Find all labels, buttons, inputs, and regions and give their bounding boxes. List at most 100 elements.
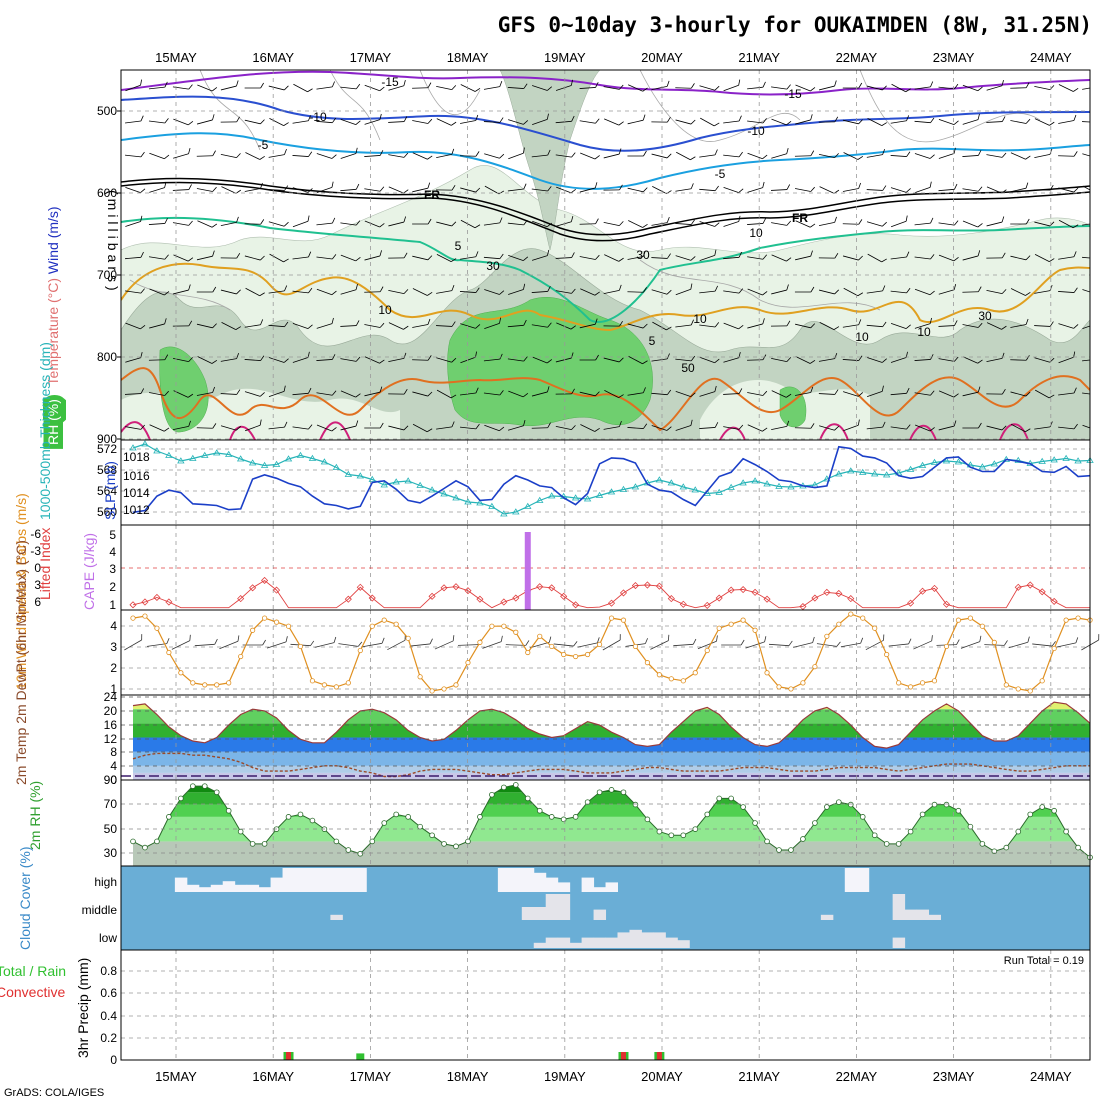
wind10m-barb: [1008, 636, 1030, 649]
thickness-marker: [500, 510, 508, 517]
lifted-index-marker: [907, 599, 915, 607]
wind-barb: [1010, 152, 1031, 160]
wind-barb: [316, 181, 334, 193]
wind-barb-shaft: [483, 392, 500, 396]
wind-barb-shaft: [986, 221, 1003, 227]
wind-barb-flag: [499, 290, 505, 295]
wind-barb-flag: [1073, 114, 1077, 121]
wind-barb-shaft: [938, 86, 955, 90]
p8-grid: [121, 950, 1090, 1060]
wind-barb: [627, 150, 647, 157]
wind-barb-flag: [379, 322, 385, 328]
wind-barb: [1058, 387, 1077, 396]
wind-speed-marker: [668, 676, 674, 682]
wind-barb: [1034, 321, 1054, 327]
wind10m-barb-shaft: [984, 644, 1005, 646]
wind-barb-shaft: [1010, 324, 1027, 328]
wind-barb-flag: [882, 85, 887, 91]
wind-barb-shaft: [1010, 255, 1027, 261]
wind-barb: [723, 251, 743, 260]
wind10m-barb-shaft: [266, 641, 287, 649]
wind-barb: [986, 116, 1006, 123]
wind-barb-flag: [308, 424, 313, 430]
rh-marker: [309, 817, 316, 824]
wind-barb-flag: [810, 150, 815, 156]
wind-barb: [436, 118, 457, 126]
wind-barb: [269, 118, 289, 126]
wind-barb-flag: [259, 292, 265, 297]
wind-barb-shaft: [125, 322, 141, 330]
wind-barb-flag: [595, 318, 598, 325]
wind-barb-shaft: [508, 289, 524, 295]
wind-barb-flag: [978, 422, 982, 429]
wind-barb-flag: [140, 215, 143, 222]
wind-barb-flag: [379, 86, 385, 92]
wind-barb-flag: [499, 153, 505, 159]
wind-barb-shaft: [675, 425, 692, 431]
wind-barb: [316, 254, 337, 260]
wind-speed-marker: [1075, 615, 1081, 621]
wind-barb-flag: [307, 351, 310, 358]
cloud-high-bar: [521, 868, 535, 892]
wind-speed-marker: [704, 647, 710, 654]
wind-barb-flag: [978, 286, 982, 292]
wind-barb-flag: [570, 188, 576, 194]
wind-barb-flag: [714, 422, 719, 428]
wind-barb: [866, 185, 887, 191]
wind-barb: [651, 289, 672, 295]
wind-barb-shaft: [459, 155, 476, 157]
wind-barb-flag: [164, 427, 170, 432]
wind-barb-shaft: [316, 256, 333, 260]
wind-barb-flag: [140, 424, 146, 430]
wind-barb-shaft: [843, 152, 859, 160]
wind-barb-shaft: [269, 253, 284, 263]
wind-barb: [771, 220, 792, 226]
p4-series: [130, 611, 1093, 694]
wind-barb-flag: [427, 391, 433, 397]
wind-barb: [794, 423, 815, 429]
wind-barb-flag: [857, 419, 860, 426]
wind-barb-flag: [762, 390, 768, 396]
wind-barb-shaft: [938, 254, 955, 262]
wind-barb: [843, 391, 864, 397]
wind-barb-shaft: [914, 187, 931, 193]
cloud-high-bar: [545, 877, 559, 892]
p3-right-tick: 5: [109, 528, 116, 542]
wind-barb-shaft: [890, 256, 907, 260]
wind-barb: [771, 254, 792, 262]
wind-barb-shaft: [866, 324, 883, 328]
wind-barb: [149, 424, 170, 432]
wind-barb-shaft: [483, 222, 500, 226]
wind-barb-flag: [475, 287, 480, 293]
wind10m-barb: [650, 634, 670, 650]
p2-ylabel-left: 1000-500mb Thickness (dm): [37, 342, 53, 520]
wind-barb-shaft: [412, 391, 428, 397]
wind-barb-shaft: [1058, 291, 1075, 293]
wind-barb-shaft: [412, 288, 428, 296]
wind-barb-flag: [307, 88, 313, 93]
upper-y-tick: 900: [97, 432, 117, 446]
rh-marker: [740, 804, 746, 810]
wind-barb-flag: [977, 113, 980, 120]
wind10m-barb: [984, 640, 1008, 646]
thickness-marker: [224, 450, 233, 457]
wind-barb: [890, 187, 911, 193]
wind-speed-marker: [1003, 682, 1009, 688]
wind-barb-shaft: [842, 188, 859, 192]
rh-marker: [895, 841, 902, 847]
wind-barb: [124, 388, 145, 395]
wind-barb: [1058, 219, 1079, 229]
wind10m-barb-shaft: [171, 640, 191, 650]
wind-barb: [172, 84, 193, 90]
wind10m-barb-flag: [285, 636, 288, 642]
lifted-index-marker: [751, 588, 759, 596]
p4-wind-barbs: [124, 634, 1100, 651]
lifted-index-marker: [679, 600, 687, 608]
wind-barb-shaft: [866, 290, 883, 294]
cloud-high-bar: [593, 887, 607, 892]
wind-barb: [196, 386, 215, 396]
rh-marker: [764, 838, 770, 845]
